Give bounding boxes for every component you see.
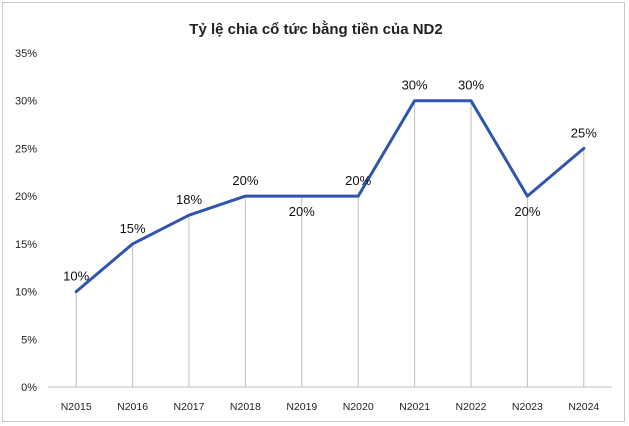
y-tick-label: 5% [21, 334, 37, 346]
y-tick-label: 10% [15, 287, 37, 299]
data-label: 30% [458, 78, 484, 93]
x-tick-label: N2020 [343, 401, 374, 413]
data-label: 25% [571, 125, 597, 140]
chart-frame [2, 2, 625, 422]
y-tick-label: 35% [15, 48, 37, 60]
chart-title: Tỷ lệ chia cổ tức bằng tiền của ND2 [189, 20, 442, 38]
data-label: 20% [514, 204, 540, 219]
data-label: 30% [402, 78, 428, 93]
x-tick-label: N2024 [568, 401, 599, 413]
y-tick-label: 0% [21, 382, 37, 394]
x-tick-label: N2016 [117, 401, 148, 413]
data-label: 20% [345, 173, 371, 188]
x-tick-label: N2019 [286, 401, 317, 413]
x-tick-label: N2015 [61, 401, 92, 413]
y-tick-label: 20% [15, 191, 37, 203]
y-tick-label: 25% [15, 143, 37, 155]
x-tick-label: N2022 [456, 401, 487, 413]
data-label: 15% [120, 221, 146, 236]
data-label: 10% [63, 269, 89, 284]
data-label: 18% [176, 192, 202, 207]
x-tick-label: N2017 [174, 401, 205, 413]
x-tick-label: N2018 [230, 401, 261, 413]
y-tick-label: 15% [15, 239, 37, 251]
data-label: 20% [232, 173, 258, 188]
x-tick-label: N2021 [399, 401, 430, 413]
x-tick-label: N2023 [512, 401, 543, 413]
y-tick-label: 30% [15, 96, 37, 108]
series-line [74, 99, 586, 294]
data-label: 20% [289, 204, 315, 219]
